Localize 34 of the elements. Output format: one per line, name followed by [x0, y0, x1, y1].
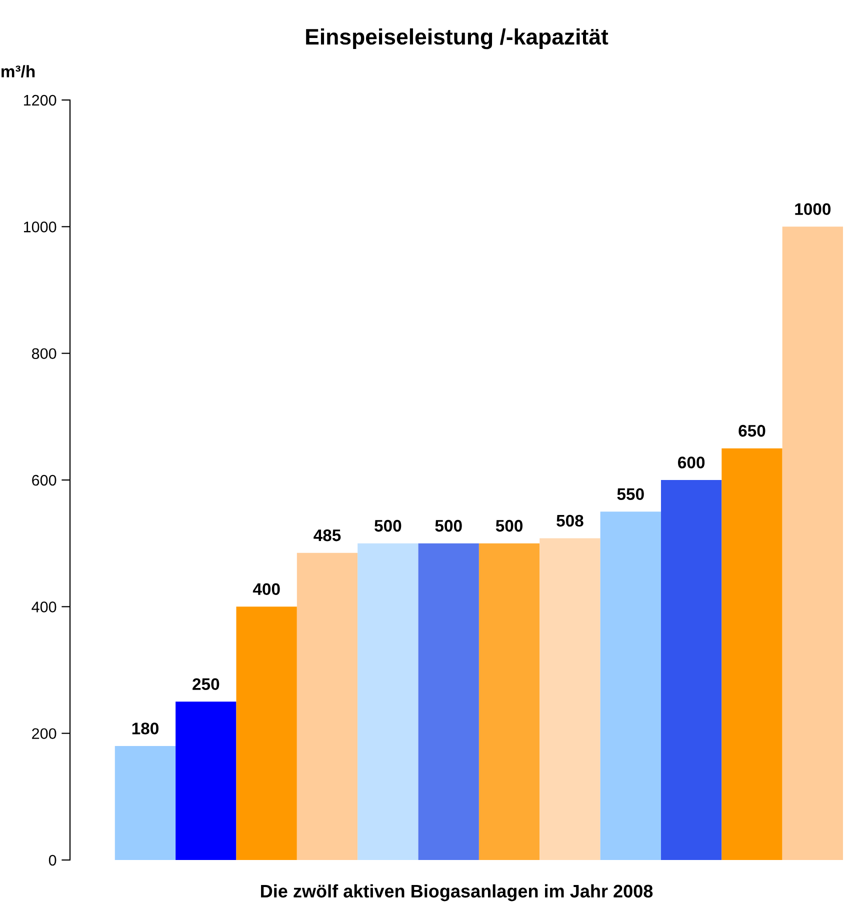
bar	[114, 746, 176, 860]
x-axis-title: Die zwölf aktiven Biogasanlagen im Jahr 2008	[261, 884, 653, 902]
y-axis-title: m³/h	[2, 65, 35, 78]
y-tick-label: 400	[32, 602, 56, 612]
data-label: 400	[252, 583, 280, 596]
data-label: 650	[738, 424, 766, 437]
bar	[722, 448, 782, 860]
bar	[358, 543, 418, 860]
bar	[540, 538, 600, 860]
data-label: 500	[496, 520, 523, 532]
data-label: 500	[435, 520, 462, 532]
bar	[296, 552, 358, 860]
y-tick-label: 1000	[24, 222, 56, 232]
y-tick-label: 800	[32, 348, 56, 360]
data-label: 508	[556, 514, 584, 527]
chart-title: Einspeiseleistung /-kapazität	[306, 28, 608, 50]
bar	[600, 512, 661, 860]
data-label: 500	[374, 520, 402, 532]
bar	[660, 480, 722, 860]
y-tick-label: 600	[32, 474, 56, 486]
data-label: 485	[314, 529, 341, 542]
y-tick-label: 200	[32, 728, 56, 740]
data-label: 600	[678, 456, 705, 468]
bar	[418, 543, 479, 860]
y-tick-label: 0	[48, 854, 56, 866]
bar	[236, 606, 297, 860]
bar	[478, 543, 540, 860]
data-label: 250	[192, 678, 220, 690]
data-label: 180	[132, 722, 158, 734]
data-label: 550	[617, 488, 644, 500]
data-label: 1000	[795, 203, 831, 216]
y-tick-label: 1200	[24, 94, 56, 106]
bar	[176, 702, 236, 860]
bar	[782, 226, 843, 860]
